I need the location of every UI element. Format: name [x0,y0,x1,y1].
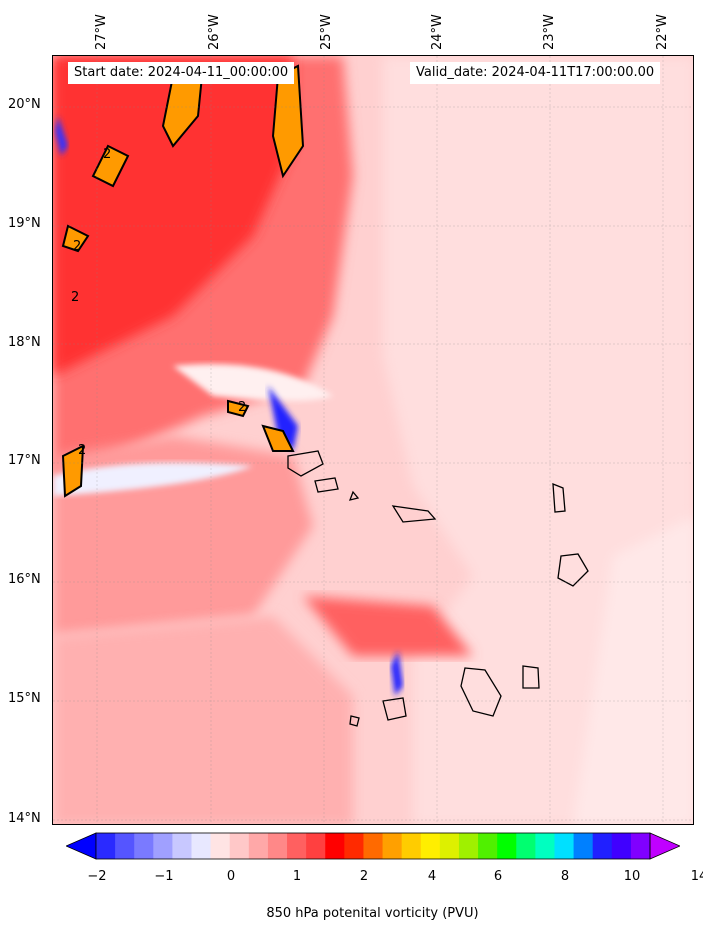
colorbar-frame [95,832,651,860]
colorbar-tick: 10 [623,869,641,884]
contour-label: 2 [238,400,246,415]
lat-label: 17°N [8,453,41,468]
start-date-label: Start date: 2024-04-11_00:00:00 [68,62,295,84]
lat-label: 16°N [8,572,41,587]
colorbar-segment [439,833,460,859]
lat-label: 15°N [8,691,41,706]
colorbar-extend-min [66,832,97,860]
colorbar-segment [115,833,135,859]
colorbar-tick: 0 [226,869,236,884]
colorbar-tick: 6 [493,869,503,884]
colorbar-segment [630,833,651,859]
contour-label: 2 [78,443,86,458]
colorbar-segment [363,833,384,859]
colorbar-extend-max [649,832,680,860]
colorbar-segment [96,833,116,859]
contour-label: 2 [103,147,111,162]
colorbar-tick: 4 [427,869,437,884]
lon-label: 24°W [430,14,445,50]
colorbar-segment [382,833,403,859]
colorbar-segment [248,833,269,859]
colorbar-segment [554,833,575,859]
colorbar-segment [306,833,326,859]
colorbar-label: 850 hPa potenital vorticity (PVU) [266,906,479,921]
lon-label: 22°W [655,14,670,50]
colorbar-segment [344,833,364,859]
colorbar-segment [420,833,441,859]
colorbar-segment [458,833,479,859]
colorbar-segment [592,833,613,859]
colorbar-segment [210,833,231,859]
contour-label: 2 [73,239,81,254]
colorbar-segment [535,833,555,859]
lat-label: 19°N [8,216,41,231]
colorbar-tick: −2 [87,869,107,884]
colorbar-segment [478,833,498,859]
colorbar [66,832,680,860]
valid-date-label: Valid_date: 2024-04-11T17:00:00.00 [410,62,661,84]
lat-label: 20°N [8,97,41,112]
colorbar-segment [191,833,212,859]
colorbar-segment [573,833,594,859]
lon-label: 27°W [94,14,109,50]
colorbar-segment [325,833,345,859]
colorbar-tick: 14 [690,869,703,884]
contour-label: 2 [71,290,79,305]
colorbar-segment [497,833,517,859]
lat-label: 14°N [8,811,41,826]
map-panel: 2 2 2 2 2 [52,55,694,825]
colorbar-segment [516,833,536,859]
colorbar-segment [401,833,422,859]
colorbar-segment [134,833,154,859]
colorbar-segment [229,833,250,859]
colorbar-segment [267,833,288,859]
colorbar-tick: 2 [359,869,369,884]
colorbar-segment [611,833,632,859]
colorbar-tick: 8 [560,869,570,884]
lon-label: 26°W [207,14,222,50]
pv-map: 2 2 2 2 2 [53,56,693,824]
colorbar-segment [153,833,173,859]
colorbar-segment [172,833,193,859]
lon-label: 25°W [319,14,334,50]
colorbar-tick: 1 [292,869,302,884]
lat-label: 18°N [8,335,41,350]
lon-label: 23°W [542,14,557,50]
colorbar-segment [287,833,307,859]
colorbar-tick: −1 [154,869,174,884]
